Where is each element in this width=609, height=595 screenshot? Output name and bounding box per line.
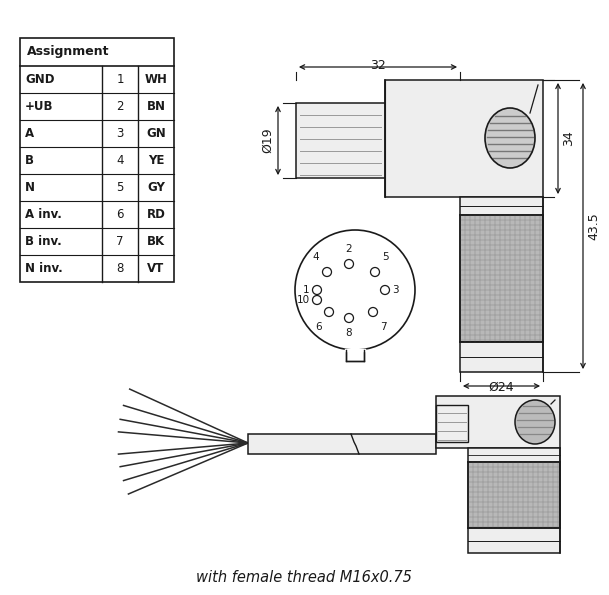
- Circle shape: [345, 314, 353, 322]
- Text: RD: RD: [147, 208, 166, 221]
- Bar: [248, 434, 436, 454]
- Text: 8: 8: [346, 327, 353, 337]
- Text: BN: BN: [147, 100, 166, 113]
- Text: BK: BK: [147, 235, 165, 248]
- Text: A inv.: A inv.: [25, 208, 62, 221]
- Text: 6: 6: [116, 208, 124, 221]
- Circle shape: [345, 259, 353, 268]
- Text: B: B: [25, 154, 34, 167]
- Bar: [460, 197, 543, 215]
- Bar: [460, 342, 543, 372]
- Text: GND: GND: [25, 73, 54, 86]
- Text: GY: GY: [147, 181, 165, 194]
- Text: 6: 6: [315, 321, 322, 331]
- Text: 7: 7: [116, 235, 124, 248]
- Text: 1: 1: [303, 285, 309, 295]
- Text: 5: 5: [382, 252, 389, 262]
- Text: 5: 5: [116, 181, 124, 194]
- Circle shape: [370, 268, 379, 277]
- Text: 8: 8: [116, 262, 124, 275]
- Text: 2: 2: [346, 245, 353, 255]
- Text: Ø19: Ø19: [261, 128, 274, 154]
- Circle shape: [295, 230, 415, 350]
- Circle shape: [323, 268, 331, 277]
- Text: 43.5: 43.5: [587, 212, 600, 240]
- Text: 7: 7: [381, 321, 387, 331]
- Text: 1: 1: [116, 73, 124, 86]
- Bar: [468, 528, 560, 553]
- Text: N inv.: N inv.: [25, 262, 63, 275]
- Bar: [346, 350, 364, 361]
- Circle shape: [381, 286, 390, 295]
- Text: YE: YE: [148, 154, 164, 167]
- Text: WH: WH: [144, 73, 167, 86]
- Text: B inv.: B inv.: [25, 235, 62, 248]
- Text: with female thread M16x0.75: with female thread M16x0.75: [196, 571, 412, 585]
- Text: A: A: [25, 127, 34, 140]
- Text: +UB: +UB: [25, 100, 54, 113]
- Ellipse shape: [485, 108, 535, 168]
- Bar: [436, 396, 560, 448]
- Bar: [385, 80, 543, 197]
- Text: 3: 3: [116, 127, 124, 140]
- Text: Assignment: Assignment: [27, 45, 110, 58]
- Text: 34: 34: [562, 131, 575, 146]
- Text: VT: VT: [147, 262, 164, 275]
- Ellipse shape: [515, 400, 555, 444]
- Bar: [436, 405, 468, 442]
- Bar: [20, 38, 174, 282]
- Text: 4: 4: [313, 252, 320, 262]
- Text: Ø24: Ø24: [488, 381, 515, 394]
- Bar: [460, 215, 543, 342]
- Bar: [296, 103, 385, 178]
- Text: 32: 32: [370, 59, 386, 72]
- Text: 2: 2: [116, 100, 124, 113]
- Circle shape: [325, 308, 334, 317]
- Text: GN: GN: [146, 127, 166, 140]
- Text: N: N: [25, 181, 35, 194]
- Circle shape: [368, 308, 378, 317]
- Bar: [468, 462, 560, 528]
- Text: 3: 3: [392, 285, 399, 295]
- Text: 10: 10: [297, 295, 309, 305]
- Text: 4: 4: [116, 154, 124, 167]
- Circle shape: [312, 296, 322, 305]
- Bar: [468, 448, 560, 462]
- Circle shape: [312, 286, 322, 295]
